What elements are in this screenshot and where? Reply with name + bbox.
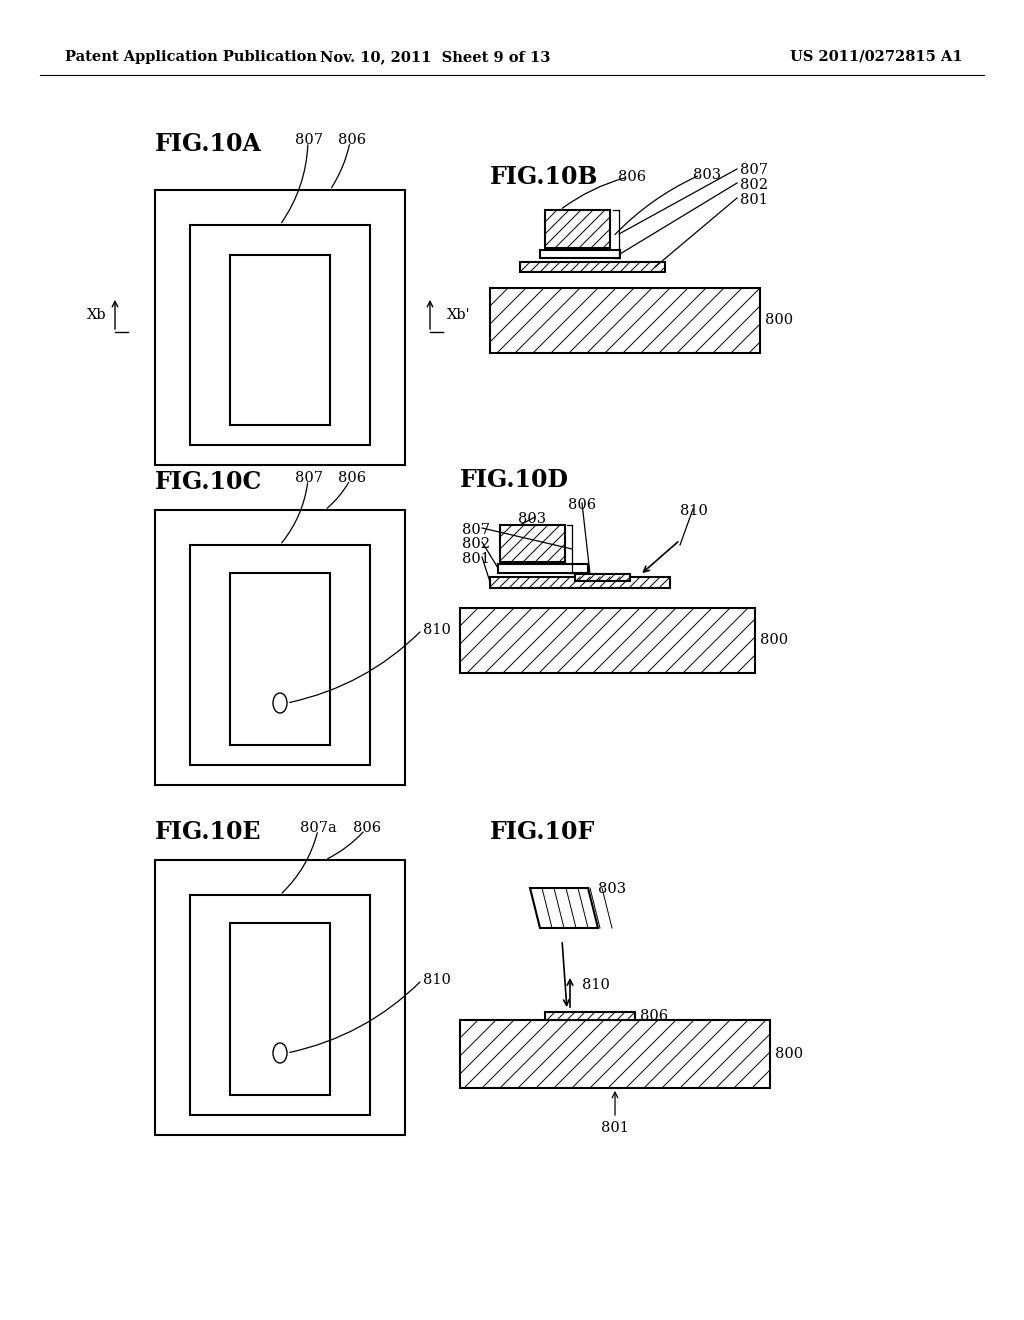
Text: US 2011/0272815 A1: US 2011/0272815 A1 — [790, 50, 963, 63]
Text: 806: 806 — [353, 821, 381, 836]
Text: 801: 801 — [740, 193, 768, 207]
Text: 806: 806 — [568, 498, 596, 512]
Bar — [230, 573, 330, 744]
Bar — [460, 1020, 770, 1088]
Text: 807: 807 — [740, 162, 768, 177]
Bar — [498, 564, 588, 573]
Text: 801: 801 — [601, 1121, 629, 1135]
Bar — [545, 1012, 635, 1020]
Text: FIG.10A: FIG.10A — [155, 132, 262, 156]
Bar — [540, 249, 620, 257]
Text: 806: 806 — [338, 471, 367, 484]
Text: 801: 801 — [462, 552, 489, 566]
Bar — [490, 577, 670, 587]
Text: 810: 810 — [582, 978, 610, 993]
Text: 806: 806 — [338, 133, 367, 147]
Text: 803: 803 — [693, 168, 721, 182]
Text: 806: 806 — [640, 1008, 668, 1023]
Text: 810: 810 — [680, 504, 708, 517]
Text: FIG.10C: FIG.10C — [155, 470, 262, 494]
Text: 810: 810 — [423, 623, 451, 638]
Bar — [520, 261, 665, 272]
Text: 802: 802 — [740, 178, 768, 191]
Text: Xb: Xb — [87, 308, 106, 322]
Text: FIG.10F: FIG.10F — [490, 820, 595, 843]
Bar — [190, 895, 370, 1115]
Text: 803: 803 — [518, 512, 546, 525]
Bar — [545, 210, 610, 248]
Bar — [190, 545, 370, 766]
Bar — [155, 510, 406, 785]
Text: FIG.10B: FIG.10B — [490, 165, 598, 189]
Bar — [230, 923, 330, 1096]
Bar — [490, 288, 760, 352]
Bar — [155, 861, 406, 1135]
Text: FIG.10E: FIG.10E — [155, 820, 261, 843]
Bar — [575, 574, 630, 581]
Text: 800: 800 — [760, 634, 788, 647]
Bar — [230, 255, 330, 425]
Text: 807: 807 — [295, 133, 323, 147]
Bar — [500, 525, 565, 562]
Bar — [155, 190, 406, 465]
Bar — [460, 609, 755, 673]
Text: Xb': Xb' — [447, 308, 471, 322]
Text: 810: 810 — [423, 973, 451, 987]
Text: Patent Application Publication: Patent Application Publication — [65, 50, 317, 63]
Text: 807: 807 — [295, 471, 323, 484]
Text: 800: 800 — [775, 1047, 803, 1061]
Text: 803: 803 — [598, 882, 626, 896]
Text: 800: 800 — [765, 313, 794, 327]
Text: 807a: 807a — [300, 821, 337, 836]
Bar — [190, 224, 370, 445]
Text: Nov. 10, 2011  Sheet 9 of 13: Nov. 10, 2011 Sheet 9 of 13 — [319, 50, 550, 63]
Text: 807: 807 — [462, 523, 490, 537]
Text: 802: 802 — [462, 537, 490, 550]
Text: FIG.10D: FIG.10D — [460, 469, 569, 492]
Text: 806: 806 — [618, 170, 646, 183]
